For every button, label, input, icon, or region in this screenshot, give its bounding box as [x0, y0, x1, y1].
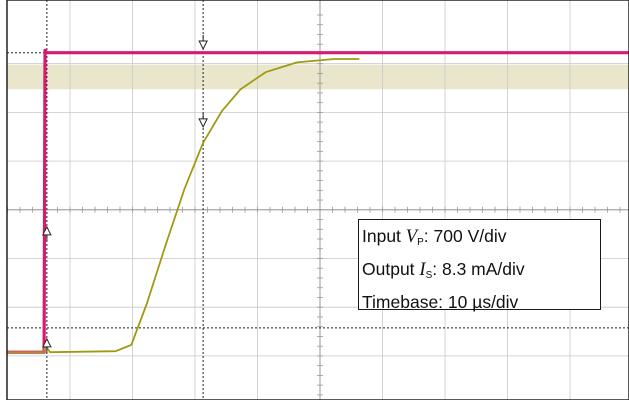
legend-output-scale: Output IS: 8.3 mA/div — [362, 256, 600, 289]
legend-input-subscript: P — [417, 237, 424, 248]
legend-input-prefix: Input — [362, 226, 406, 246]
scale-legend: Input VP: 700 V/div Output IS: 8.3 mA/di… — [358, 219, 601, 312]
legend-input-symbol: V — [405, 227, 418, 247]
reference-band — [7, 64, 629, 90]
cursor-layer — [7, 0, 629, 400]
plot-frame — [6, 0, 629, 400]
output-current-trace — [7, 58, 360, 354]
cursor-arrow-input-low — [42, 337, 52, 353]
cursor-arrow-input-mid — [42, 225, 52, 241]
legend-output-value: : 8.3 mA/div — [432, 259, 525, 279]
trace-layer — [7, 34, 629, 354]
legend-input-value: : 700 V/div — [423, 226, 507, 246]
cursor-arrow-output-high-head — [198, 40, 208, 51]
cursor-arrow-output-high — [198, 34, 208, 51]
legend-input-scale: Input VP: 700 V/div — [362, 223, 600, 256]
legend-timebase: Timebase: 10 µs/div — [362, 292, 519, 312]
cursor-arrow-output-mid — [198, 112, 208, 128]
reference-band-layer — [7, 64, 629, 90]
legend-output-prefix: Output — [362, 259, 420, 279]
cursor-arrow-output-mid-head — [198, 118, 208, 128]
legend-output-subscript: S — [425, 270, 433, 281]
legend-output-symbol: I — [419, 260, 426, 280]
